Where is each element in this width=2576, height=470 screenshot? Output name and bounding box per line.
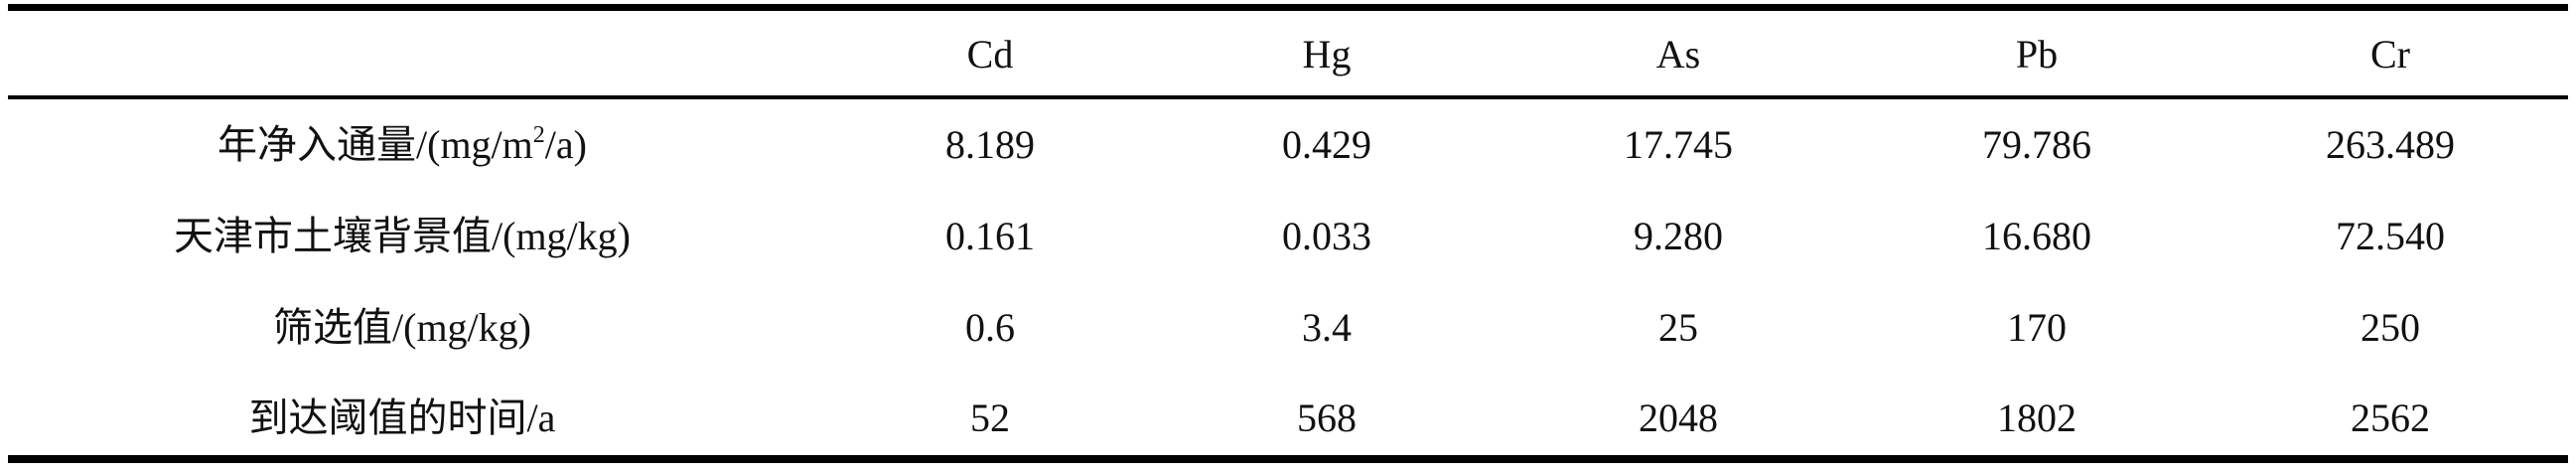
- row-label-text: 筛选值/(mg/kg): [273, 305, 531, 350]
- column-header-cd: Cd: [966, 32, 1014, 77]
- table-cell: 568: [1297, 395, 1357, 440]
- row-label-superscript: 2: [532, 122, 545, 148]
- table-cell: 72.540: [2336, 214, 2445, 258]
- table-cell: 79.786: [1982, 122, 2091, 167]
- column-header-cr: Cr: [2370, 32, 2410, 77]
- table-cell: 3.4: [1302, 305, 1352, 350]
- table-cell: 2048: [1639, 395, 1718, 440]
- row-label-text: 天津市土壤背景值/(mg/kg): [174, 214, 631, 258]
- table-cell: 16.680: [1982, 214, 2091, 258]
- table-cell: 17.745: [1624, 122, 1733, 167]
- row-label-text: 到达阈值的时间/a: [248, 395, 556, 440]
- table-cell: 52: [970, 395, 1010, 440]
- table-cell: 250: [2361, 305, 2420, 350]
- table-header-rule: [8, 95, 2568, 99]
- table-top-rule: [8, 4, 2568, 11]
- column-header-as: As: [1655, 32, 1701, 77]
- table-cell: 0.161: [945, 214, 1035, 258]
- row-label: 筛选值/(mg/kg): [273, 308, 531, 348]
- column-header-hg: Hg: [1302, 32, 1352, 77]
- row-label: 天津市土壤背景值/(mg/kg): [174, 217, 631, 256]
- table-cell: 2562: [2351, 395, 2430, 440]
- table-cell: 8.189: [945, 122, 1035, 167]
- table-bottom-rule: [8, 455, 2568, 463]
- table-cell: 0.033: [1282, 214, 1371, 258]
- row-label-text: 年净入通量/(mg/m: [217, 122, 533, 167]
- row-label-tail: /a): [544, 122, 587, 167]
- table-cell: 0.6: [965, 305, 1015, 350]
- row-label: 年净入通量/(mg/m2/a): [217, 122, 587, 167]
- table-cell: 170: [2007, 305, 2067, 350]
- column-header-pb: Pb: [2015, 32, 2059, 77]
- table-cell: 9.280: [1634, 214, 1723, 258]
- row-label: 到达阈值的时间/a: [249, 398, 556, 438]
- table-cell: 25: [1658, 305, 1698, 350]
- table-cell: 263.489: [2326, 122, 2455, 167]
- table-cell: 0.429: [1282, 122, 1371, 167]
- table-cell: 1802: [1997, 395, 2076, 440]
